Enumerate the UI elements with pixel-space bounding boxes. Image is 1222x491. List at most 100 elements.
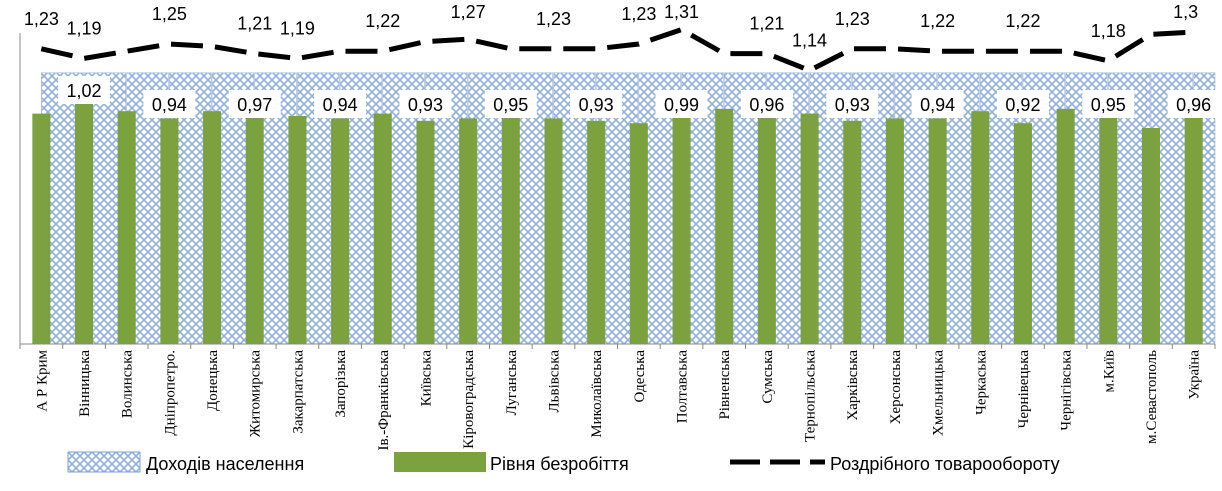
data-label-box — [1082, 90, 1135, 118]
legend-label-bezrobittia: Рівня безробіття — [490, 454, 629, 474]
data-label-bezrobittia: 1,02 — [66, 81, 101, 101]
data-label-bezrobittia: 0,93 — [408, 95, 443, 115]
bar-bezrobittia — [1099, 116, 1118, 344]
data-label-tovaroobort: 1,31 — [664, 2, 699, 22]
bar-bezrobittia — [629, 123, 648, 344]
bar-bezrobittia — [757, 116, 776, 344]
bar-bezrobittia — [587, 120, 606, 344]
category-label: Херсонська — [888, 350, 904, 425]
category-label: Миколаївська — [589, 350, 605, 438]
data-label-box — [740, 90, 793, 118]
data-label-bezrobittia: 0,96 — [749, 95, 784, 115]
data-label-bezrobittia: 0,96 — [1176, 95, 1211, 115]
data-label-box — [655, 90, 708, 118]
bar-bezrobittia — [971, 111, 990, 344]
data-label-bezrobittia: 0,99 — [664, 95, 699, 115]
data-label-tovaroobort: 1,18 — [1091, 21, 1126, 41]
category-label: Сумська — [760, 350, 776, 404]
data-label-tovaroobort: 1,3 — [1173, 2, 1198, 22]
data-label-box — [1167, 90, 1220, 118]
line-tovaroobort — [40, 26, 1194, 74]
data-label-bezrobittia: 0,94 — [152, 95, 187, 115]
category-axis: А Р Крим Вінницька Волинська Дніпропетро. До… — [34, 349, 1202, 450]
legend-swatch-bezrobittia — [394, 452, 486, 472]
bar-bezrobittia — [416, 120, 435, 344]
data-label-box — [911, 90, 964, 118]
category-label: А Р Крим — [34, 349, 50, 411]
data-label-box — [826, 90, 879, 118]
data-label-bezrobittia: 0,97 — [237, 95, 272, 115]
data-label-bezrobittia: 0,93 — [835, 95, 870, 115]
bar-bezrobittia — [1013, 123, 1032, 344]
category-label: Луганська — [504, 350, 520, 416]
data-label-tovaroobort: 1,22 — [1005, 11, 1040, 31]
category-label: Донецька — [205, 350, 221, 411]
category-label: Кіровоградська — [461, 350, 477, 449]
data-label-box — [399, 90, 452, 118]
bar-bezrobittia — [1141, 128, 1160, 344]
category-label: Україна — [1187, 350, 1203, 400]
data-label-tovaroobort: 1,25 — [152, 4, 187, 24]
bar-bezrobittia — [928, 118, 947, 345]
bar-bezrobittia — [715, 108, 734, 344]
category-label: Одеська — [632, 350, 648, 403]
category-label: Тернопільська — [803, 350, 819, 442]
category-label: Дніпропетро. — [162, 350, 178, 436]
bar-bezrobittia — [672, 108, 691, 344]
bar-bezrobittia — [843, 120, 862, 344]
data-label-bezrobittia: 0,95 — [493, 95, 528, 115]
data-label-tovaroobort: 1,19 — [280, 18, 315, 38]
bar-bezrobittia — [331, 118, 350, 345]
data-label-tovaroobort: 1,14 — [792, 30, 827, 50]
data-label-tovaroobort: 1,23 — [536, 9, 571, 29]
category-label: м.Київ — [1101, 350, 1117, 393]
bar-bezrobittia — [459, 118, 478, 345]
bar-bezrobittia — [1056, 108, 1075, 344]
category-label: Хмельницька — [931, 350, 947, 436]
data-label-box — [996, 90, 1049, 118]
category-label: м.Севастополь — [1144, 350, 1160, 444]
category-label: Рівненська — [717, 350, 733, 420]
data-label-tovaroobort: 1,22 — [920, 11, 955, 31]
category-label: Волинська — [120, 350, 136, 418]
data-label-bezrobittia: 0,94 — [920, 95, 955, 115]
data-label-tovaroobort: 1,23 — [621, 4, 656, 24]
category-label: Чернівецька — [1016, 350, 1032, 429]
category-label: Вінницька — [77, 350, 93, 417]
bar-bezrobittia — [32, 113, 51, 344]
data-label-box — [58, 76, 111, 104]
data-label-tovaroobort: 1,23 — [24, 9, 59, 29]
category-label: Харківська — [845, 350, 861, 421]
data-label-bezrobittia: 0,95 — [1091, 95, 1126, 115]
category-label: Закарпатська — [290, 350, 306, 434]
category-label: Ів.-Франківська — [376, 350, 392, 451]
legend-swatch-dohody — [67, 451, 141, 473]
bar-bezrobittia — [1184, 113, 1203, 344]
data-label-tovaroobort: 1,27 — [451, 2, 486, 22]
bar-bezrobittia — [245, 113, 264, 344]
data-label-tovaroobort: 1,22 — [365, 11, 400, 31]
data-labels: 1,23 1,191,25 1,21 1,19 1,22 1,27 1,23 1,23 1,31… — [24, 2, 1220, 118]
bar-bezrobittia — [885, 118, 904, 345]
bar-bezrobittia — [160, 118, 179, 345]
data-label-tovaroobort: 1,23 — [835, 9, 870, 29]
data-label-box — [228, 90, 281, 118]
bar-bezrobittia — [75, 99, 94, 344]
category-label: Житомирська — [248, 350, 264, 438]
data-label-box — [314, 90, 367, 118]
data-label-box — [484, 90, 537, 118]
category-label: Київська — [418, 350, 434, 407]
data-label-box — [143, 90, 196, 118]
category-label: Чернігівська — [1059, 350, 1075, 431]
legend-label-tovaroobort: Роздрібного товарообороту — [830, 454, 1060, 474]
bar-bezrobittia — [800, 113, 819, 344]
legend-label-dohody: Доходів населення — [146, 454, 304, 474]
data-label-tovaroobort: 1,21 — [237, 14, 272, 34]
category-label: Львівська — [546, 350, 562, 413]
data-label-bezrobittia: 0,92 — [1005, 95, 1040, 115]
bar-bezrobittia — [544, 118, 563, 345]
data-label-box — [570, 90, 623, 118]
bar-bezrobittia — [288, 116, 307, 344]
plot-area — [19, 26, 1216, 349]
